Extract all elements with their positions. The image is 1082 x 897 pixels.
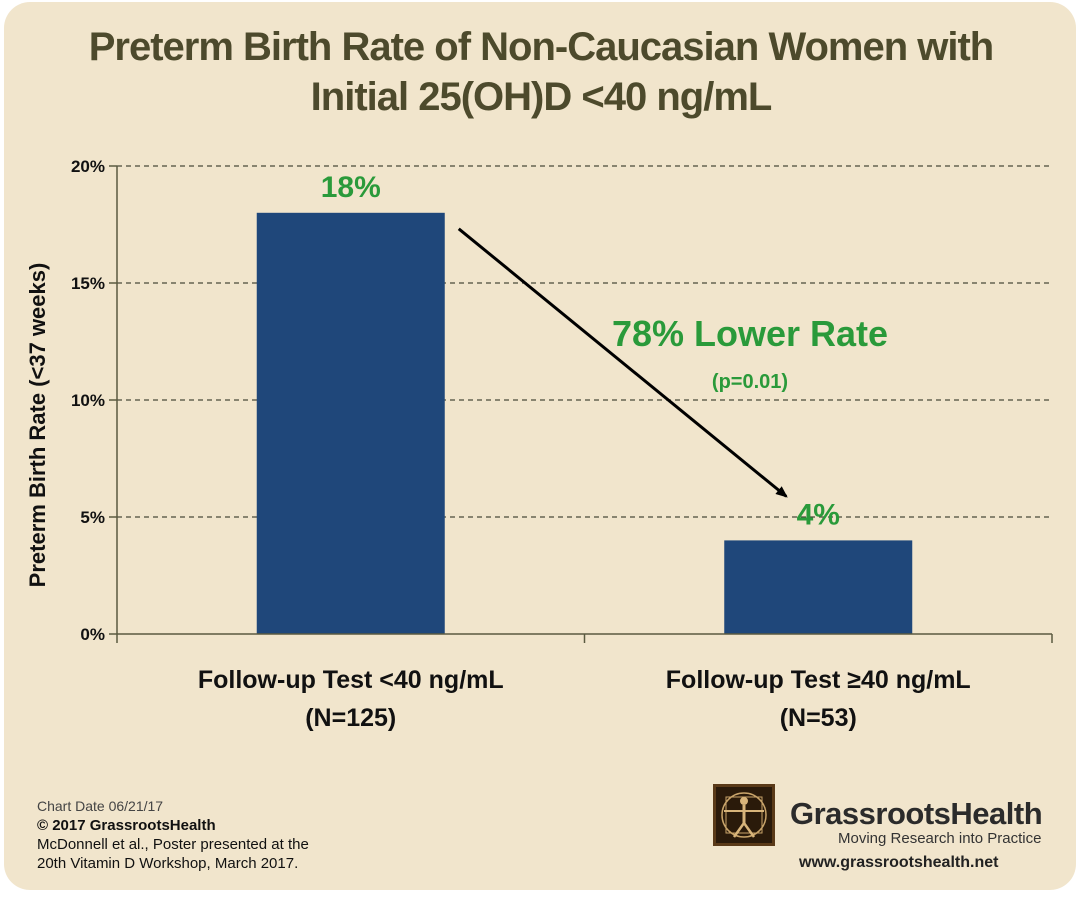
brand-url[interactable]: www.grassrootshealth.net	[799, 854, 999, 871]
bar-value-label: 4%	[797, 498, 840, 531]
y-tick-label: 15%	[71, 274, 105, 293]
brand-name: GrassrootsHealth	[790, 796, 1043, 831]
chart-card	[4, 2, 1076, 890]
annotation-subtext: (p=0.01)	[712, 371, 788, 393]
bar-value-label: 18%	[321, 171, 381, 204]
chart-date: Chart Date 06/21/17	[37, 798, 164, 814]
y-tick-label: 5%	[80, 508, 105, 527]
annotation-arrow	[457, 227, 788, 498]
y-tick-label: 0%	[80, 625, 105, 644]
chart-title-line1: Preterm Birth Rate of Non-Caucasian Wome…	[88, 25, 995, 69]
y-tick-label: 10%	[71, 391, 105, 410]
chart-title-line2: Initial 25(OH)D <40 ng/mL	[310, 75, 773, 119]
category-label: Follow-up Test ≥40 ng/mL	[666, 666, 971, 694]
annotation-text: 78% Lower Rate	[612, 313, 888, 354]
copyright: © 2017 GrassrootsHealth	[37, 817, 216, 834]
footer-credits: Chart Date 06/21/17 © 2017 GrassrootsHea…	[37, 797, 309, 873]
citation-line1: McDonnell et al., Poster presented at th…	[37, 836, 309, 853]
category-n-label: (N=53)	[780, 704, 857, 732]
chart-title: Preterm Birth Rate of Non-Caucasian Wome…	[0, 22, 1082, 122]
category-label: Follow-up Test <40 ng/mL	[198, 666, 504, 694]
brand-tagline: Moving Research into Practice	[838, 830, 1042, 847]
vitruvian-logo-icon	[713, 784, 775, 846]
category-n-label: (N=125)	[305, 704, 396, 732]
y-tick-label: 20%	[71, 157, 105, 176]
bar	[256, 212, 445, 635]
citation-line2: 20th Vitamin D Workshop, March 2017.	[37, 855, 299, 872]
y-axis-label: Preterm Birth Rate (<37 weeks)	[25, 262, 50, 588]
bar	[724, 540, 913, 634]
